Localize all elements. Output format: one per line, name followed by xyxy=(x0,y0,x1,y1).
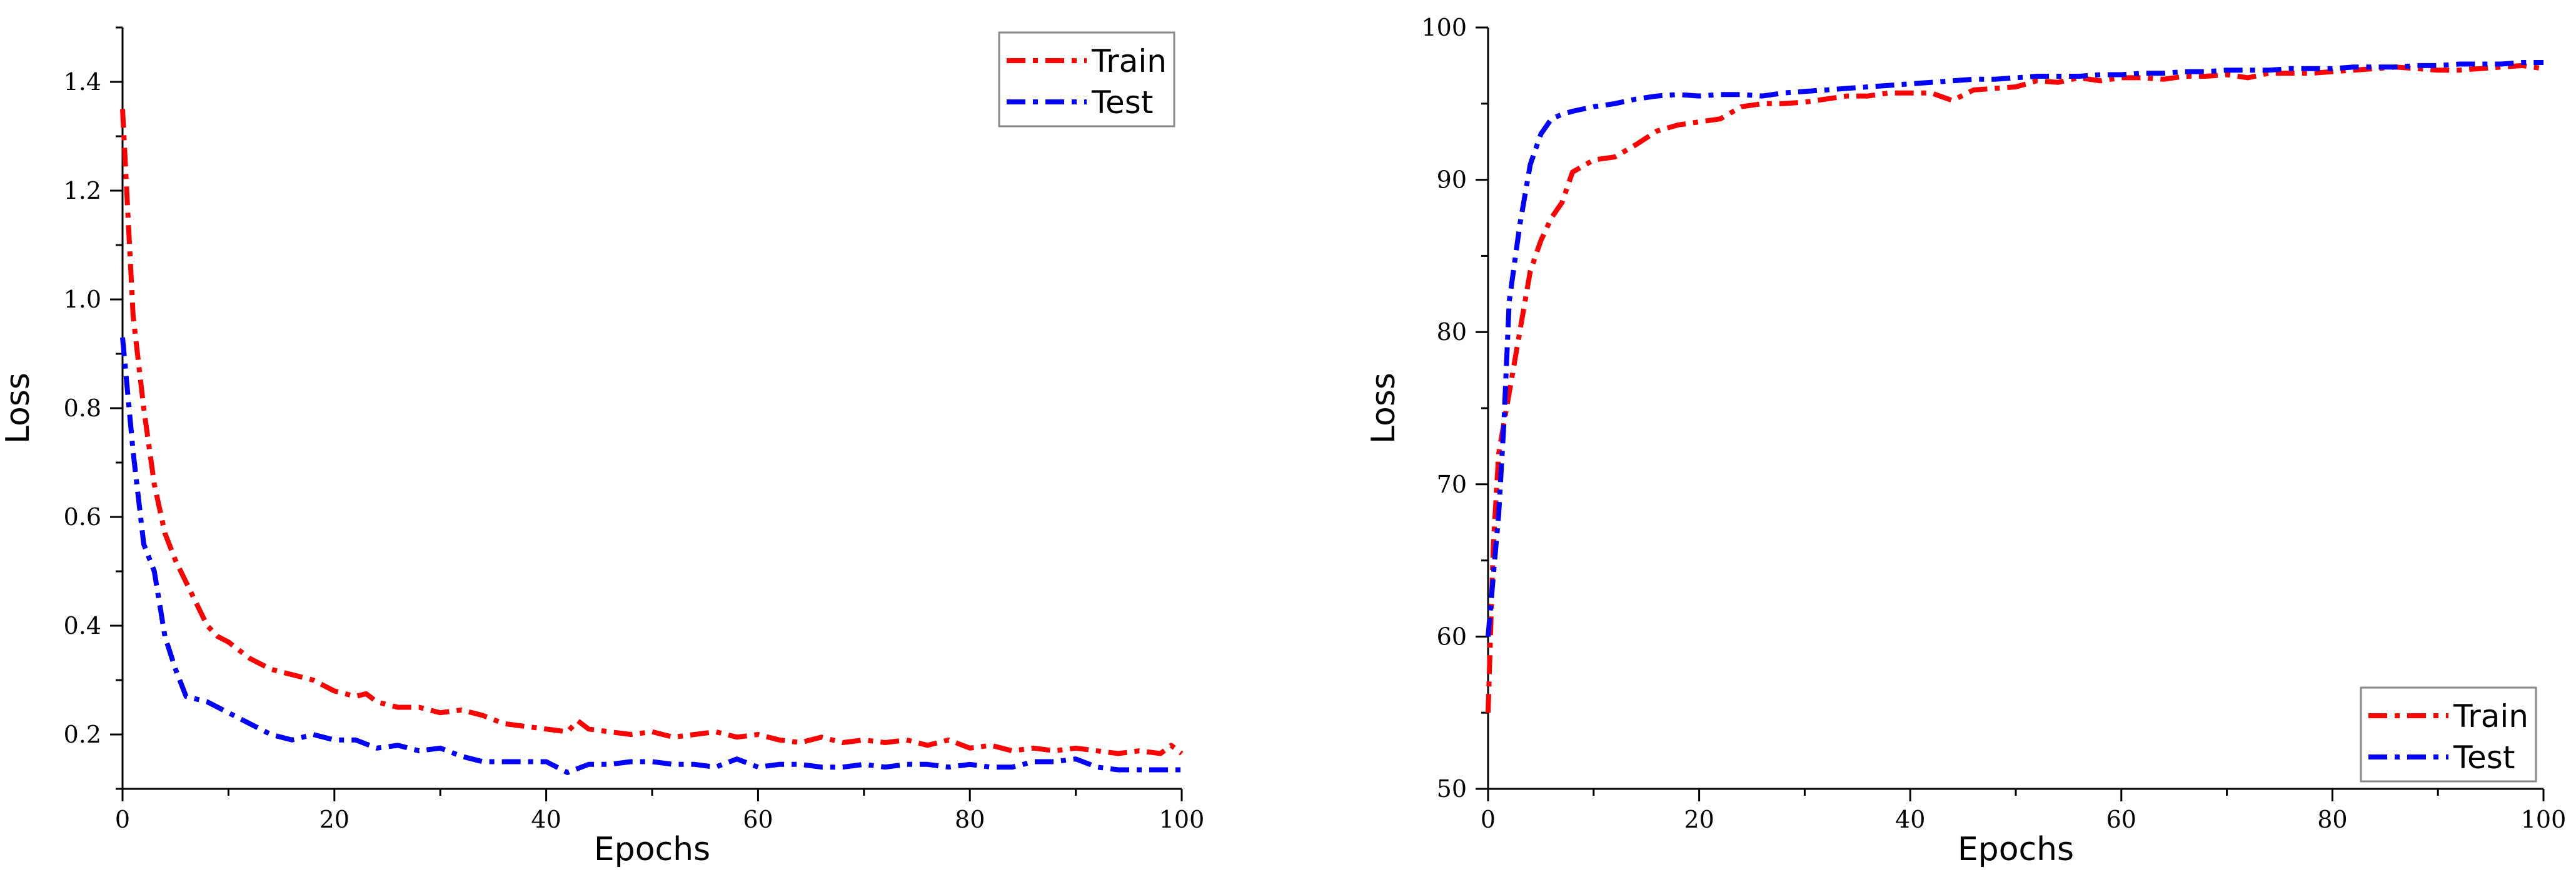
x-axis-title: Epochs xyxy=(1958,831,2074,868)
x-axis-title: Epochs xyxy=(594,831,710,868)
y-axis-title: Loss xyxy=(1365,373,1402,444)
y-tick-label: 80 xyxy=(1437,318,1467,346)
x-tick-label: 20 xyxy=(319,806,350,833)
x-tick-label: 80 xyxy=(2317,806,2347,833)
y-tick-label: 90 xyxy=(1437,166,1467,194)
series-line-test xyxy=(120,337,1182,775)
x-tick-label: 20 xyxy=(1684,806,1714,833)
y-tick-label: 1.4 xyxy=(64,68,101,96)
y-tick-label: 50 xyxy=(1437,775,1467,803)
y-axis-title: Loss xyxy=(0,373,37,444)
x-tick-label: 40 xyxy=(1895,806,1925,833)
legend-label-test: Test xyxy=(1091,84,1153,121)
x-tick-label: 40 xyxy=(531,806,561,833)
y-tick-label: 0.4 xyxy=(64,612,101,639)
y-tick-label: 1.2 xyxy=(64,177,101,204)
y-tick-label: 0.6 xyxy=(64,503,101,531)
x-tick-label: 0 xyxy=(115,806,130,833)
legend: Train Test xyxy=(2360,686,2537,783)
y-tick-label: 60 xyxy=(1437,623,1467,650)
legend: Train Test xyxy=(998,31,1175,128)
x-tick-label: 80 xyxy=(955,806,985,833)
x-tick-label: 100 xyxy=(2521,806,2567,833)
y-tick-label: 0.2 xyxy=(64,721,101,748)
legend-label-train: Train xyxy=(1091,43,1167,79)
x-tick-label: 100 xyxy=(1159,806,1205,833)
series-line-test xyxy=(1486,60,2543,637)
x-tick-label: 60 xyxy=(743,806,773,833)
y-tick-label: 1.0 xyxy=(64,286,101,313)
series-line-train xyxy=(120,109,1184,756)
accuracy-chart: 0 20 40 60 80 100 50 60 70 80 90 100 Epochs Loss Train… xyxy=(1365,14,2566,868)
y-tick-label: 0.8 xyxy=(64,394,101,422)
series-line-train xyxy=(1486,63,2544,713)
loss-chart: 0 20 40 60 80 100 0.2 0.4 0.6 0.8 1.0 1.2 1.4 Epochs L… xyxy=(0,26,1205,868)
legend-label-test: Test xyxy=(2453,739,2515,776)
legend-label-train: Train xyxy=(2453,698,2528,734)
legend-box xyxy=(998,31,1175,128)
y-tick-label: 100 xyxy=(1421,14,1467,41)
y-tick-label: 70 xyxy=(1437,471,1467,498)
legend-box xyxy=(2360,686,2537,783)
x-tick-label: 0 xyxy=(1481,806,1496,833)
x-tick-label: 60 xyxy=(2106,806,2136,833)
